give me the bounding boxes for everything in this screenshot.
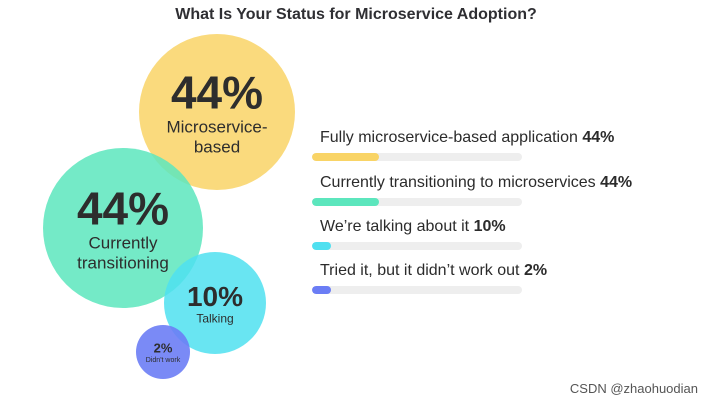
legend-label: Fully microservice-based application — [320, 129, 578, 146]
bubble-circle — [139, 34, 295, 190]
progress-track — [312, 198, 522, 206]
chart-title: What Is Your Status for Microservice Ado… — [175, 6, 537, 23]
legend-label: We’re talking about it — [320, 218, 470, 235]
progress-bar-transitioning — [312, 198, 380, 206]
legend-row-fully: Fully microservice-based application 44% — [312, 128, 700, 161]
legend-label: Currently transitioning to microservices — [320, 174, 596, 191]
progress-track — [312, 286, 522, 294]
legend-value: 44% — [600, 174, 633, 191]
bubble-circle — [164, 252, 266, 354]
bubble-value: 44% — [171, 67, 263, 119]
watermark: CSDN @zhaohuodian — [569, 381, 698, 396]
bubble-didnt-work: 2%Didn't work — [136, 325, 190, 379]
progress-bar-talking — [312, 242, 331, 250]
bubble-fully: 44%Microservice-based — [139, 34, 295, 190]
bubble-label: based — [194, 137, 240, 156]
legend-row-didnt-work: Tried it, but it didn’t work out 2% — [312, 261, 700, 294]
legend-row-talking: We’re talking about it 10% — [312, 217, 700, 250]
legend-value: 10% — [473, 218, 506, 235]
progress-bar-fully — [312, 153, 380, 161]
bubble-label: Talking — [196, 312, 233, 326]
bubble-circle — [43, 148, 203, 308]
progress-track — [312, 242, 522, 250]
progress-bar-didnt-work — [312, 286, 331, 294]
progress-track — [312, 153, 522, 161]
legend-value: 44% — [582, 129, 615, 146]
bubble-circle — [136, 325, 190, 379]
bubble-label: transitioning — [77, 253, 169, 272]
legend-value: 2% — [523, 262, 548, 279]
bubble-value: 2% — [154, 341, 173, 356]
bubble-talking: 10%Talking — [164, 252, 266, 354]
bubble-value: 10% — [187, 281, 243, 312]
bubble-label: Currently — [89, 234, 158, 253]
bubble-value: 44% — [77, 183, 169, 235]
legend-label: Tried it, but it didn’t work out — [320, 262, 520, 279]
bubble-label: Didn't work — [146, 357, 181, 364]
legend-row-transitioning: Currently transitioning to microservices… — [312, 173, 700, 206]
bubble-label: Microservice- — [166, 118, 267, 137]
